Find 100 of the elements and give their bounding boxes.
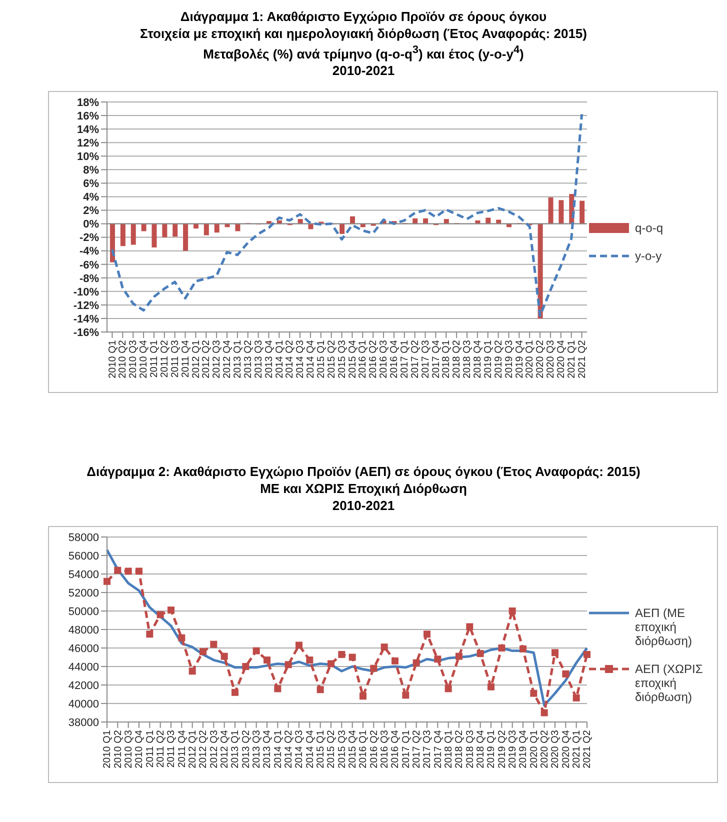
x-tick-label: 2017 Q4 (430, 340, 442, 379)
x-tick-label: 2015 Q3 (336, 730, 348, 769)
x-tick-label: 2019 Q2 (496, 730, 508, 769)
y-tick-label: 16% (76, 110, 100, 123)
legend-label: ΑΕΠ (ΧΩΡΙΣ εποχική διόρθωση) (635, 662, 704, 704)
x-tick-label: 2013 Q1 (232, 340, 244, 379)
chart-title: Διάγραμμα 2: Ακαθάριστο Εγχώριο Προϊόν (ΑΕΠ) σε όρους όγκου (Έτος Αναφοράς: 2015) (86, 463, 642, 480)
x-tick-label: 2012 Q1 (190, 340, 202, 379)
x-tick-label: 2020 Q2 (539, 730, 550, 769)
y-tick-label: -16% (73, 327, 100, 340)
x-tick-label: 2013 Q3 (251, 730, 262, 769)
y-tick-label: -14% (73, 314, 100, 326)
x-tick-label: 2019 Q3 (507, 730, 518, 769)
y-tick-label: -12% (73, 300, 100, 312)
y-tick-label: 0% (83, 219, 100, 231)
x-tick-label: 2018 Q1 (443, 730, 454, 769)
x-tick-label: 2019 Q4 (514, 340, 526, 379)
x-tick-label: 2017 Q1 (400, 730, 412, 769)
x-tick-label: 2020 Q2 (535, 340, 546, 379)
x-tick-label: 2011 Q3 (170, 340, 181, 378)
x-tick-label: 2021 Q1 (566, 340, 578, 379)
x-tick-label: 2015 Q2 (326, 730, 338, 769)
y-tick-label: 14% (76, 124, 100, 136)
x-tick-label: 2016 Q3 (378, 340, 390, 379)
x-tick-label: 2010 Q1 (102, 730, 114, 769)
x-tick-label: 2019 Q4 (518, 730, 530, 769)
x-tick-label: 2014 Q4 (304, 730, 316, 769)
x-tick-label: 2021 Q2 (576, 340, 588, 379)
y-tick-label: -8% (79, 273, 100, 286)
y-tick-label: 42000 (68, 680, 99, 692)
x-tick-label: 2020 Q1 (524, 340, 536, 379)
x-tick-label: 2021 Q1 (571, 730, 582, 769)
x-tick-label: 2012 Q4 (219, 730, 230, 769)
x-tick-label: 2018 Q2 (452, 340, 463, 379)
y-tick-label: -10% (73, 286, 100, 299)
x-tick-label: 2013 Q2 (242, 340, 254, 379)
y-tick-label: 4% (83, 192, 100, 204)
x-tick-label: 2018 Q3 (464, 730, 476, 769)
x-tick-label: 2015 Q1 (315, 730, 326, 769)
x-tick-label: 2012 Q2 (201, 340, 212, 379)
chart-subtitle: ΜΕ και ΧΩΡΙΣ Εποχική Διόρθωση 2010-2021 (259, 480, 468, 514)
text: Στοιχεία με εποχική και ημερολογιακή διόρθωση (Έτος Αναφοράς: 2015) Μεταβολές (%) ανά τρίμηνο (q-o-q$^{3}$) και έτος (y-o-y$^{4}$) 2010-2021 (140, 26, 587, 78)
y-tick-label: 10% (76, 151, 100, 164)
y-tick-label: 56000 (68, 550, 99, 563)
y-tick-label: -2% (79, 232, 100, 245)
x-tick-label: 2020 Q1 (528, 730, 540, 769)
x-tick-label: 2016 Q1 (358, 340, 369, 379)
x-tick-label: 2011 Q4 (180, 340, 192, 378)
x-tick-label: 2011 Q4 (176, 730, 188, 768)
x-tick-label: 2013 Q4 (264, 340, 275, 379)
x-tick-label: 2017 Q4 (432, 730, 444, 769)
x-tick-label: 2013 Q3 (253, 340, 264, 379)
x-tick-label: 2011 Q1 (149, 340, 160, 378)
x-tick-label: 2014 Q2 (283, 730, 294, 769)
y-tick-label: 58000 (68, 532, 99, 544)
x-tick-label: 2020 Q3 (550, 730, 562, 769)
x-tick-label: 2013 Q1 (230, 730, 242, 769)
x-tick-label: 2016 Q3 (379, 730, 390, 769)
y-tick-label: 48000 (68, 624, 99, 637)
y-tick-label: 46000 (68, 643, 99, 656)
x-tick-label: 2016 Q2 (368, 730, 380, 769)
x-tick-label: 2011 Q3 (166, 730, 178, 768)
x-tick-label: 2012 Q3 (212, 340, 223, 379)
x-tick-label: 2012 Q4 (222, 340, 234, 379)
y-tick-label: 50000 (68, 606, 99, 618)
y-tick-label: 6% (83, 178, 100, 190)
x-tick-label: 2011 Q1 (144, 730, 156, 768)
x-tick-label: 2017 Q3 (422, 730, 434, 769)
x-tick-label: 2020 Q4 (556, 340, 568, 379)
x-tick-label: 2011 Q2 (159, 340, 170, 378)
y-tick-label: 18% (76, 97, 100, 110)
x-tick-label: 2015 Q3 (336, 340, 348, 379)
x-tick-label: 2016 Q1 (358, 730, 370, 769)
y-tick-label: -4% (79, 246, 100, 258)
x-tick-label: 2012 Q3 (208, 730, 220, 769)
x-tick-label: 2010 Q4 (134, 730, 146, 769)
x-tick-label: 2017 Q2 (411, 730, 422, 769)
x-tick-label: 2012 Q2 (198, 730, 210, 769)
y-tick-label: 44000 (68, 662, 99, 674)
y-tick-label: 8% (83, 164, 100, 177)
y-tick-label: 2% (83, 205, 100, 218)
x-tick-label: 2016 Q4 (390, 730, 402, 769)
x-tick-label: 2020 Q3 (546, 340, 557, 379)
legend-label: y-o-y (635, 249, 663, 264)
y-tick-label: 40000 (68, 698, 99, 711)
y-tick-label: 54000 (68, 569, 99, 582)
x-tick-label: 2010 Q4 (138, 340, 150, 379)
x-tick-label: 2014 Q4 (306, 340, 317, 379)
x-tick-label: 2017 Q2 (410, 340, 421, 379)
y-tick-label: 38000 (68, 717, 99, 730)
x-tick-label: 2013 Q2 (240, 730, 252, 769)
x-tick-label: 2018 Q4 (472, 340, 484, 379)
x-tick-label: 2017 Q3 (420, 340, 432, 379)
x-tick-label: 2012 Q1 (187, 730, 198, 769)
x-tick-label: 2015 Q4 (347, 340, 358, 379)
x-tick-label: 2018 Q1 (441, 340, 452, 379)
x-tick-label: 2016 Q4 (389, 340, 400, 379)
legend-label: ΑΕΠ (ΜΕ εποχική διόρθωση) (635, 606, 693, 648)
x-tick-label: 2018 Q2 (454, 730, 466, 769)
x-tick-label: 2014 Q1 (274, 340, 286, 379)
